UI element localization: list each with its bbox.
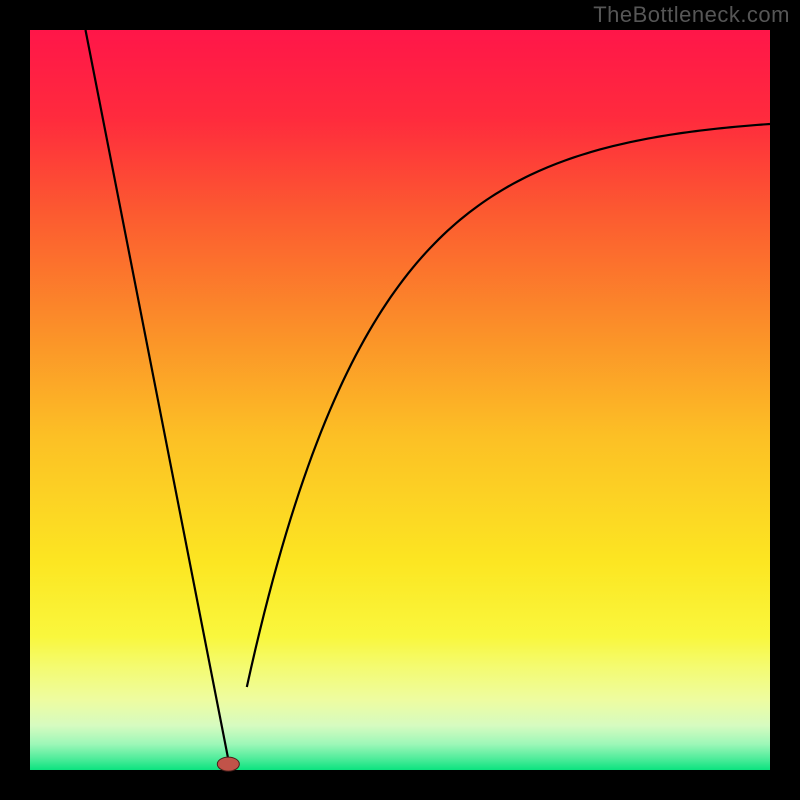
plot-background	[30, 30, 770, 770]
chart-container: TheBottleneck.com	[0, 0, 800, 800]
vertex-marker	[217, 757, 239, 771]
watermark-text: TheBottleneck.com	[593, 2, 790, 28]
bottleneck-chart	[0, 0, 800, 800]
